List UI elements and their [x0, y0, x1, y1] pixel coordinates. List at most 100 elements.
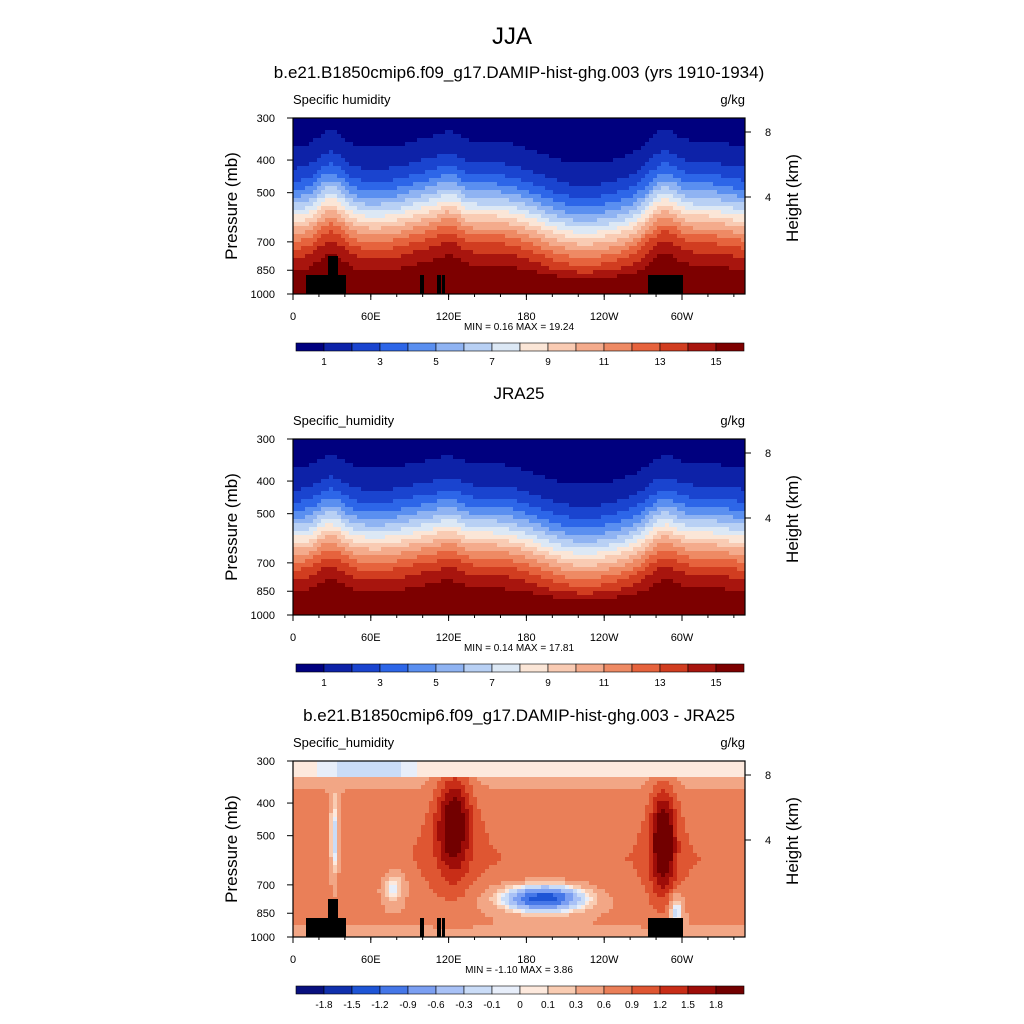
longitude-tick-label: 60W [671, 632, 694, 644]
y-axis-label: Pressure (mb) [222, 152, 241, 260]
colorbar-swatch [435, 663, 465, 673]
pressure-tick-label: 300 [257, 756, 275, 768]
colorbar-swatch [715, 985, 745, 995]
longitude-tick-label: 60W [671, 954, 694, 966]
colorbar-swatch [659, 342, 689, 352]
colorbar-swatch [407, 663, 437, 673]
longitude-tick-label: 60E [361, 632, 381, 644]
height-tick-label: 4 [765, 835, 771, 847]
pressure-tick-label: 700 [257, 237, 275, 249]
height-tick-label: 4 [765, 513, 771, 525]
plot-frame [292, 760, 746, 938]
colorbar-label: -1.8 [315, 1000, 333, 1011]
colorbar-swatch [351, 342, 381, 352]
pressure-tick-label: 1000 [251, 289, 275, 301]
longitude-tick-label: 120E [436, 632, 462, 644]
colorbar-swatch [575, 985, 605, 995]
pressure-tick-label: 850 [257, 265, 275, 277]
colorbar-label: 5 [433, 678, 439, 689]
colorbar-label: 0.3 [569, 1000, 583, 1011]
y2-axis-label: Height (km) [783, 797, 802, 885]
colorbar-swatch [631, 663, 661, 673]
topography-mask [306, 899, 683, 937]
colorbar-label: -0.6 [427, 1000, 445, 1011]
colorbar-swatch [687, 663, 717, 673]
colorbar-swatch [463, 985, 493, 995]
colorbar-swatch [379, 342, 409, 352]
colorbar-swatch [463, 663, 493, 673]
colorbar-swatch [323, 663, 353, 673]
colorbar-swatch [491, 985, 521, 995]
colorbar-label: 3 [377, 678, 383, 689]
units-label: g/kg [720, 413, 745, 428]
colorbar-swatch [687, 985, 717, 995]
pressure-tick-label: 400 [257, 476, 275, 488]
colorbar-swatch [407, 985, 437, 995]
colorbar-label: -0.1 [483, 1000, 501, 1011]
longitude-tick-label: 180 [517, 954, 535, 966]
colorbar-swatch [715, 663, 745, 673]
colorbar-swatch [575, 342, 605, 352]
pressure-tick-label: 1000 [251, 610, 275, 622]
longitude-tick-label: 120W [590, 311, 619, 323]
colorbar-swatch [547, 342, 577, 352]
variable-label: Specific_humidity [293, 413, 395, 428]
panel-title: JRA25 [493, 384, 544, 403]
colorbar-swatch [295, 663, 325, 673]
colorbar-swatch [575, 663, 605, 673]
colorbar-label: 5 [433, 357, 439, 368]
colorbar-label: 1.8 [709, 1000, 723, 1011]
colorbar-label: 11 [599, 357, 610, 368]
figure-title: JJA [492, 23, 532, 50]
pressure-tick-label: 400 [257, 798, 275, 810]
colorbar-swatch [603, 985, 633, 995]
colorbar-label: -0.9 [399, 1000, 417, 1011]
height-tick-label: 8 [765, 448, 771, 460]
colorbar-label: 15 [710, 357, 722, 368]
plot-frame [292, 438, 746, 616]
y2-axis-label: Height (km) [783, 154, 802, 242]
longitude-tick-label: 120W [590, 954, 619, 966]
colorbar-label: 1 [321, 678, 327, 689]
height-tick-label: 8 [765, 770, 771, 782]
longitude-tick-label: 120E [436, 954, 462, 966]
pressure-tick-label: 1000 [251, 932, 275, 944]
min-max-text: MIN = -1.10 MAX = 3.86 [465, 965, 573, 976]
longitude-tick-label: 0 [290, 632, 296, 644]
colorbar-swatch [351, 663, 381, 673]
min-max-text: MIN = 0.14 MAX = 17.81 [464, 643, 574, 654]
units-label: g/kg [720, 735, 745, 750]
y2-axis-label: Height (km) [783, 475, 802, 563]
longitude-tick-label: 120E [436, 311, 462, 323]
colorbar-label: 3 [377, 357, 383, 368]
contour-field [293, 761, 746, 937]
colorbar-label: -0.3 [455, 1000, 473, 1011]
height-tick-label: 4 [765, 192, 771, 204]
longitude-tick-label: 60E [361, 954, 381, 966]
y-axis-label: Pressure (mb) [222, 473, 241, 581]
pressure-tick-label: 500 [257, 188, 275, 200]
chart-panel-1: b.e21.B1850cmip6.f09_g17.DAMIP-hist-ghg.… [222, 63, 802, 368]
min-max-text: MIN = 0.16 MAX = 19.24 [464, 322, 574, 333]
pressure-tick-label: 700 [257, 880, 275, 892]
variable-label: Specific_humidity [293, 735, 395, 750]
colorbar-swatch [603, 342, 633, 352]
colorbar-swatch [519, 342, 549, 352]
panel-title: b.e21.B1850cmip6.f09_g17.DAMIP-hist-ghg.… [274, 63, 764, 82]
longitude-tick-label: 0 [290, 954, 296, 966]
contour-field [293, 118, 746, 294]
colorbar-swatch [491, 342, 521, 352]
plot-frame [292, 117, 746, 295]
colorbar-swatch [435, 985, 465, 995]
colorbar: 1 3 5 7 9 11 13 15 [295, 663, 745, 689]
colorbar-swatch [659, 663, 689, 673]
colorbar-swatch [295, 342, 325, 352]
colorbar-swatch [687, 342, 717, 352]
pressure-tick-label: 400 [257, 155, 275, 167]
contour-field [293, 439, 746, 615]
colorbar-swatch [547, 985, 577, 995]
colorbar-label: 0 [517, 1000, 523, 1011]
longitude-tick-label: 0 [290, 311, 296, 323]
